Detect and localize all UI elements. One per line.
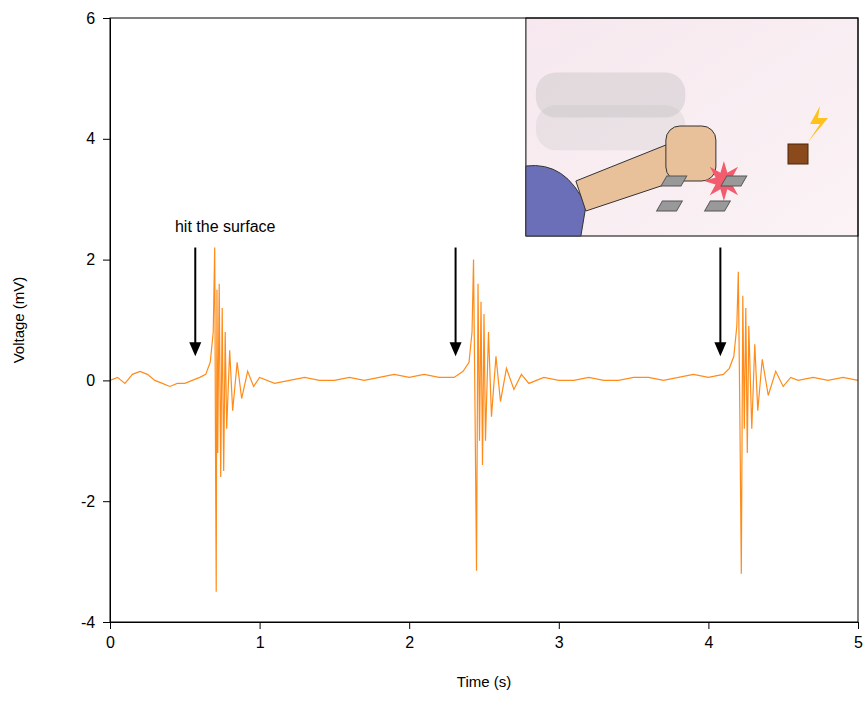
y-axis: -4 -2 0 2 4 6: [81, 10, 111, 631]
x-axis-title: Time (s): [457, 673, 511, 690]
x-tick-label: 4: [704, 634, 713, 651]
arrow-head: [189, 342, 201, 356]
y-tick-label: -2: [81, 493, 95, 510]
arrow-head: [714, 342, 726, 356]
arrow-head: [450, 342, 462, 356]
y-tick-label: 0: [86, 372, 95, 389]
x-tick-mark: [559, 622, 560, 629]
device-pad: [657, 201, 683, 211]
plot: 0 1 2 3 4 5 -4 -2 0 2 4 6 hit the surface: [81, 10, 863, 651]
y-tick: 2: [86, 251, 110, 268]
chart: 0 1 2 3 4 5 -4 -2 0 2 4 6 hit the surface Time (s) Vol…: [0, 0, 868, 709]
x-tick-mark: [260, 622, 261, 629]
y-tick-label: 2: [86, 251, 95, 268]
device-pad: [661, 176, 687, 186]
y-tick-mark: [103, 380, 110, 381]
series-group: [110, 248, 858, 592]
device-pad: [705, 201, 731, 211]
x-tick: 4: [704, 622, 713, 651]
plot-frame: [110, 18, 858, 622]
x-tick-mark: [708, 622, 709, 629]
x-tick-label: 0: [106, 634, 115, 651]
x-tick-label: 1: [256, 634, 265, 651]
x-tick: 3: [555, 622, 564, 651]
y-tick-mark: [103, 622, 110, 623]
sleeve: [526, 166, 586, 237]
x-axis-line: [111, 623, 859, 630]
y-tick-mark: [103, 18, 110, 19]
inset-illustration: [526, 18, 858, 236]
y-tick: 0: [86, 372, 110, 389]
y-tick-label: -4: [81, 614, 95, 631]
annotation: hit the surface: [175, 218, 276, 235]
y-tick: -4: [81, 614, 110, 631]
y-tick-mark: [103, 501, 110, 502]
voltage-line: [110, 248, 858, 592]
x-axis: 0 1 2 3 4 5: [106, 622, 863, 651]
y-tick-label: 6: [86, 10, 95, 27]
x-tick: 5: [854, 622, 863, 651]
y-tick-mark: [103, 260, 110, 261]
motion-ghost: [536, 105, 685, 150]
arrow-shaft: [719, 248, 721, 345]
x-tick: 0: [106, 622, 115, 651]
x-tick-label: 5: [854, 634, 863, 651]
x-tick-label: 2: [405, 634, 414, 651]
y-tick-mark: [103, 139, 110, 140]
device-pad: [721, 176, 747, 186]
y-tick: -2: [81, 493, 110, 510]
x-tick: 2: [405, 622, 414, 651]
lightning: [808, 106, 828, 142]
x-tick-mark: [858, 622, 859, 629]
x-tick-label: 3: [555, 634, 564, 651]
arrow-shaft: [455, 248, 457, 345]
y-tick-label: 4: [86, 130, 95, 147]
y-axis-line: [103, 19, 111, 623]
x-tick-mark: [409, 622, 410, 629]
arrows: [189, 248, 726, 357]
arrow-shaft: [194, 248, 196, 345]
x-tick-mark: [110, 622, 111, 629]
fist: [666, 126, 716, 181]
device-body: [788, 144, 808, 164]
inset-frame: [526, 18, 858, 236]
y-tick: 6: [86, 10, 110, 27]
y-tick: 4: [86, 130, 110, 147]
x-tick: 1: [256, 622, 265, 651]
y-axis-title: Voltage (mV): [10, 277, 27, 364]
